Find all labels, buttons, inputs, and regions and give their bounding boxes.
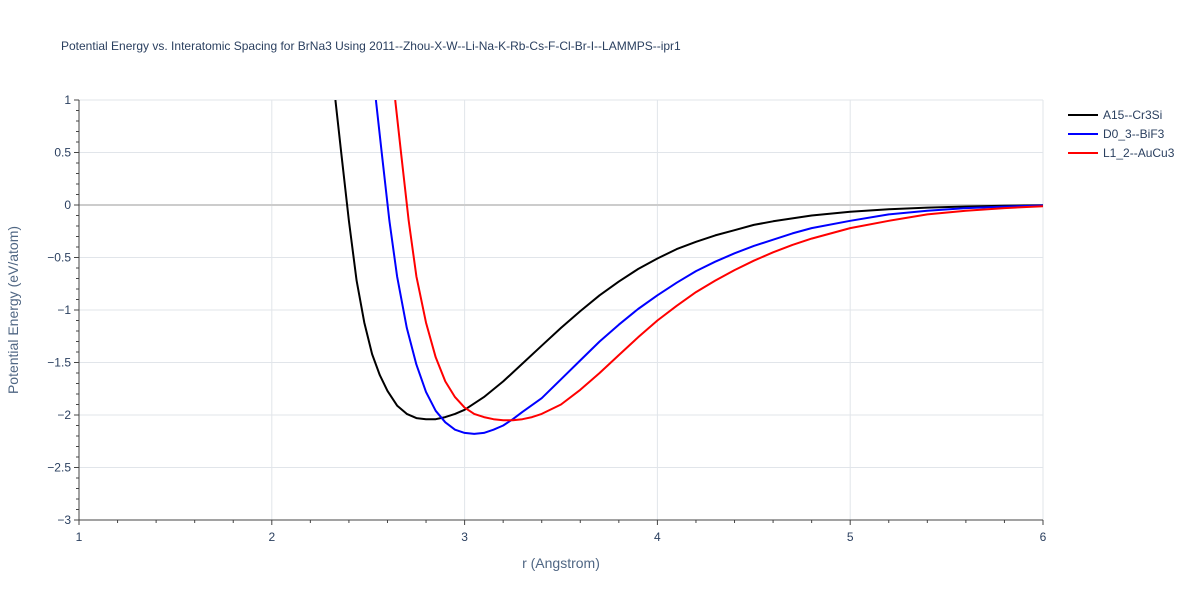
y-tick-label: −1.5 — [47, 356, 71, 370]
axes — [74, 99, 1044, 525]
series-line-0 — [334, 100, 1043, 421]
x-tick-label: 3 — [461, 530, 468, 544]
x-tick-label: 5 — [847, 530, 854, 544]
grid — [79, 99, 1044, 520]
y-tick-label: −1 — [57, 303, 71, 317]
x-tick-label: 1 — [76, 530, 83, 544]
legend: A15--Cr3Si D0_3--BiF3 L1_2--AuCu3 — [1068, 108, 1175, 160]
y-tick-label: 0.5 — [54, 146, 71, 160]
plot-area — [334, 100, 1043, 435]
y-tick-label: 1 — [64, 93, 71, 107]
x-tick-label: 6 — [1040, 530, 1047, 544]
y-tick-label: 0 — [64, 198, 71, 212]
x-tick-label: 4 — [654, 530, 661, 544]
x-tick-label: 2 — [268, 530, 275, 544]
chart-title: Potential Energy vs. Interatomic Spacing… — [61, 39, 681, 53]
y-tick-label: −0.5 — [47, 251, 71, 265]
series-line-2 — [394, 100, 1043, 422]
legend-label: D0_3--BiF3 — [1103, 127, 1165, 141]
y-tick-label: −3 — [57, 513, 71, 527]
y-tick-label: −2 — [57, 408, 71, 422]
series-line-1 — [374, 100, 1043, 435]
y-axis-title: Potential Energy (eV/atom) — [5, 226, 21, 394]
x-axis-title: r (Angstrom) — [522, 555, 600, 571]
y-tick-label: −2.5 — [47, 461, 71, 475]
legend-label: L1_2--AuCu3 — [1103, 146, 1175, 160]
tick-labels: 1 2 3 4 5 6 1 0.5 0 −0.5 −1 −1.5 −2 −2.5 −3 — [47, 93, 1046, 544]
legend-label: A15--Cr3Si — [1103, 108, 1162, 122]
